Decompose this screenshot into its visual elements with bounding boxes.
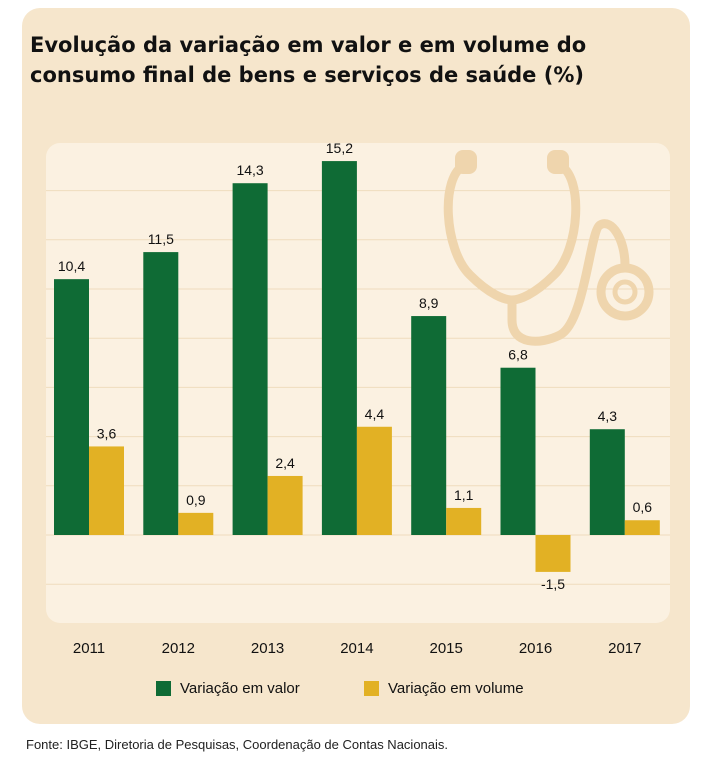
bar-valor-2015 — [411, 316, 447, 535]
chart-title: Evolução da variação em valor e em volum… — [30, 33, 587, 87]
label-volume-2014: 4,4 — [365, 406, 385, 422]
stethoscope-icon — [443, 150, 654, 346]
label-volume-2017: 0,6 — [633, 499, 653, 515]
label-valor-2011: 10,4 — [58, 258, 85, 274]
label-volume-2015: 1,1 — [454, 487, 474, 503]
label-valor-2016: 6,8 — [508, 347, 528, 363]
x-tick-2016: 2016 — [519, 640, 552, 657]
label-valor-2015: 8,9 — [419, 295, 439, 311]
bar-volume-2012 — [178, 512, 214, 535]
data-labels: 10,4 3,6 11,5 0,9 14,3 2,4 15,2 4,4 8,9 1,1 6,8 -1,… — [58, 140, 652, 592]
label-volume-2012: 0,9 — [186, 492, 206, 508]
bar-valor-2011 — [54, 279, 89, 535]
legend-item-valor: Variação em valor — [156, 680, 300, 697]
label-valor-2013: 14,3 — [236, 162, 263, 178]
bar-volume-2013 — [267, 475, 303, 535]
bar-volume-2016 — [535, 535, 571, 572]
bar-valor-2016 — [500, 367, 536, 535]
bar-valor-2012 — [143, 252, 179, 535]
legend-label-valor: Variação em valor — [180, 680, 300, 697]
label-volume-2011: 3,6 — [97, 425, 117, 441]
legend: Variação em valor Variação em volume — [0, 680, 702, 702]
bar-volume-2017 — [624, 520, 660, 535]
legend-swatch-volume — [364, 681, 379, 696]
x-tick-2011: 2011 — [73, 640, 105, 657]
label-volume-2016: -1,5 — [541, 576, 565, 592]
bar-valor-2014 — [321, 161, 357, 535]
x-tick-2015: 2015 — [430, 640, 463, 657]
bar-valor-2017 — [589, 429, 625, 535]
source-note: Fonte: IBGE, Diretoria de Pesquisas, Coo… — [26, 737, 449, 752]
x-tick-2017: 2017 — [608, 640, 641, 657]
bar-volume-2015 — [446, 507, 482, 535]
legend-label-volume: Variação em volume — [388, 680, 524, 697]
x-tick-2013: 2013 — [251, 640, 284, 657]
label-valor-2012: 11,5 — [148, 231, 174, 247]
legend-swatch-valor — [156, 681, 171, 696]
label-valor-2017: 4,3 — [598, 408, 618, 424]
bars — [54, 161, 660, 572]
bar-volume-2014 — [356, 426, 392, 535]
bar-volume-2011 — [89, 446, 124, 535]
x-tick-labels: 2011 2012 2013 2014 2015 2016 2017 — [73, 640, 642, 657]
x-tick-2014: 2014 — [340, 640, 373, 657]
bar-valor-2013 — [232, 183, 268, 535]
x-tick-2012: 2012 — [162, 640, 195, 657]
label-volume-2013: 2,4 — [275, 455, 295, 471]
legend-item-volume: Variação em volume — [364, 680, 524, 697]
label-valor-2014: 15,2 — [326, 140, 353, 156]
